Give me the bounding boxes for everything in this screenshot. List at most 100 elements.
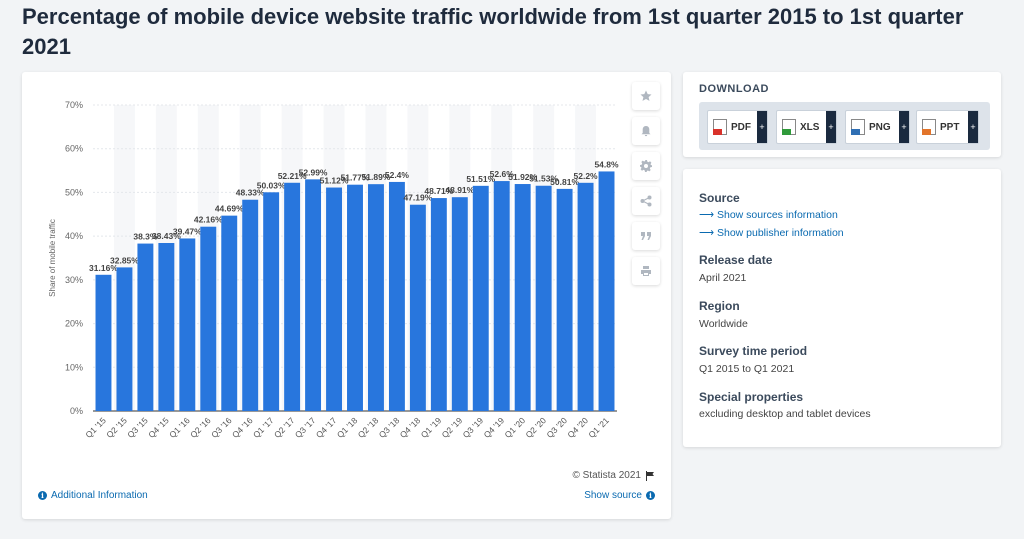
data-label: 52.2% — [574, 171, 599, 181]
bell-icon — [641, 126, 651, 137]
release-date-heading: Release date — [699, 253, 773, 267]
pdf-file-icon — [713, 119, 727, 135]
x-tick-label: Q3 '20 — [544, 415, 569, 440]
region-value: Worldwide — [699, 318, 748, 330]
y-axis-label: Share of mobile traffic — [48, 219, 57, 297]
star-icon — [640, 90, 652, 101]
cite-button[interactable] — [632, 222, 660, 250]
x-tick-label: Q4 '20 — [565, 415, 590, 440]
ppt-file-icon-badge — [922, 129, 931, 135]
flag-icon — [646, 470, 654, 481]
chart-toolbar — [632, 82, 662, 292]
show-source-label: Show source — [584, 490, 642, 501]
bar — [326, 187, 343, 411]
x-tick-label: Q4 '16 — [230, 415, 255, 440]
data-label: 51.89% — [362, 172, 391, 182]
bar — [430, 198, 447, 411]
x-tick-label: Q4 '19 — [482, 415, 507, 440]
data-label: 52.6% — [490, 169, 515, 179]
data-label: 51.92% — [508, 172, 537, 182]
plus-icon: + — [757, 111, 767, 143]
notification-button[interactable] — [632, 117, 660, 145]
x-tick-label: Q3 '18 — [377, 415, 402, 440]
y-tick-label: 70% — [65, 100, 83, 110]
show-sources-link[interactable]: ⟶ Show sources information — [699, 209, 838, 221]
gear-icon — [640, 160, 652, 172]
data-label: 48.33% — [236, 188, 265, 198]
bar — [95, 274, 112, 411]
quote-icon — [641, 232, 651, 240]
credit-text: © Statista 2021 — [572, 470, 641, 481]
xls-label: XLS — [800, 121, 820, 133]
data-label: 47.19% — [403, 193, 432, 203]
source-heading: Source — [699, 191, 740, 205]
data-label: 50.81% — [550, 177, 579, 187]
bar — [263, 192, 280, 411]
bar — [158, 243, 175, 411]
data-label: 38.3% — [133, 232, 158, 242]
data-label: 52.99% — [299, 167, 328, 177]
data-label: 51.12% — [320, 176, 349, 186]
download-pdf-button[interactable]: PDF + — [707, 110, 768, 144]
pdf-file-icon-badge — [713, 129, 722, 135]
x-tick-label: Q3 '17 — [293, 415, 318, 440]
special-properties-value: excluding desktop and tablet devices — [699, 408, 871, 420]
data-label: 48.71% — [424, 186, 453, 196]
x-tick-label: Q2 '16 — [188, 415, 213, 440]
ppt-file-icon — [922, 119, 936, 135]
x-tick-label: Q4 '17 — [314, 415, 339, 440]
x-tick-label: Q1 '20 — [503, 415, 528, 440]
xls-file-icon — [782, 119, 796, 135]
data-label: 38.43% — [152, 231, 181, 241]
print-icon — [641, 266, 651, 276]
bar — [367, 184, 384, 411]
bar-chart: 0% 10% 20% 30% 40% 50% 60% 70% Share of mobile t… — [48, 100, 619, 440]
page-title: Percentage of mobile device website traf… — [22, 4, 964, 59]
download-panel: DOWNLOAD PDF + XLS + PNG + PPT + — [683, 72, 1001, 157]
copyright-credit: © Statista 2021 — [572, 470, 655, 481]
bar — [137, 243, 154, 411]
x-tick-label: Q2 '18 — [356, 415, 381, 440]
bar — [116, 267, 133, 411]
arrow-right-icon: ⟶ — [699, 209, 715, 221]
release-date-value: April 2021 — [699, 272, 747, 284]
x-tick-label: Q2 '19 — [440, 415, 465, 440]
chart-card: 0% 10% 20% 30% 40% 50% 60% 70% Share of mobile t… — [22, 72, 671, 519]
show-publisher-link[interactable]: ⟶ Show publisher information — [699, 227, 844, 239]
bar — [514, 184, 531, 411]
x-tick-label: Q1 '17 — [251, 415, 276, 440]
favorite-button[interactable] — [632, 82, 660, 110]
plus-icon: + — [968, 111, 978, 143]
png-file-icon-badge — [851, 129, 860, 135]
ppt-label: PPT — [940, 121, 960, 133]
bar — [388, 181, 405, 411]
x-tick-label: Q3 '19 — [461, 415, 486, 440]
bar — [493, 181, 510, 411]
download-ppt-button[interactable]: PPT + — [916, 110, 979, 144]
x-tick-label: Q1 '21 — [586, 415, 611, 440]
bar — [451, 197, 468, 411]
download-xls-button[interactable]: XLS + — [776, 110, 837, 144]
bar — [221, 215, 238, 411]
download-png-button[interactable]: PNG + — [845, 110, 910, 144]
x-tick-label: Q1 '16 — [167, 415, 192, 440]
additional-information-link[interactable]: i Additional Information — [38, 490, 148, 501]
info-icon: i — [38, 491, 47, 500]
bar — [556, 188, 573, 411]
show-publisher-label: Show publisher information — [716, 227, 844, 239]
data-label: 51.77% — [341, 173, 370, 183]
additional-information-label: Additional Information — [51, 490, 148, 501]
y-tick-label: 10% — [65, 362, 83, 372]
arrow-right-icon: ⟶ — [699, 227, 715, 239]
survey-period-heading: Survey time period — [699, 344, 808, 358]
plus-icon: + — [899, 111, 909, 143]
data-label: 52.21% — [278, 171, 307, 181]
bar — [179, 238, 196, 411]
x-tick-label: Q1 '18 — [335, 415, 360, 440]
data-label: 44.69% — [215, 204, 244, 214]
print-button[interactable] — [632, 257, 660, 285]
show-source-link[interactable]: Show source i — [584, 490, 655, 501]
share-button[interactable] — [632, 187, 660, 215]
settings-button[interactable] — [632, 152, 660, 180]
bar — [535, 185, 552, 411]
